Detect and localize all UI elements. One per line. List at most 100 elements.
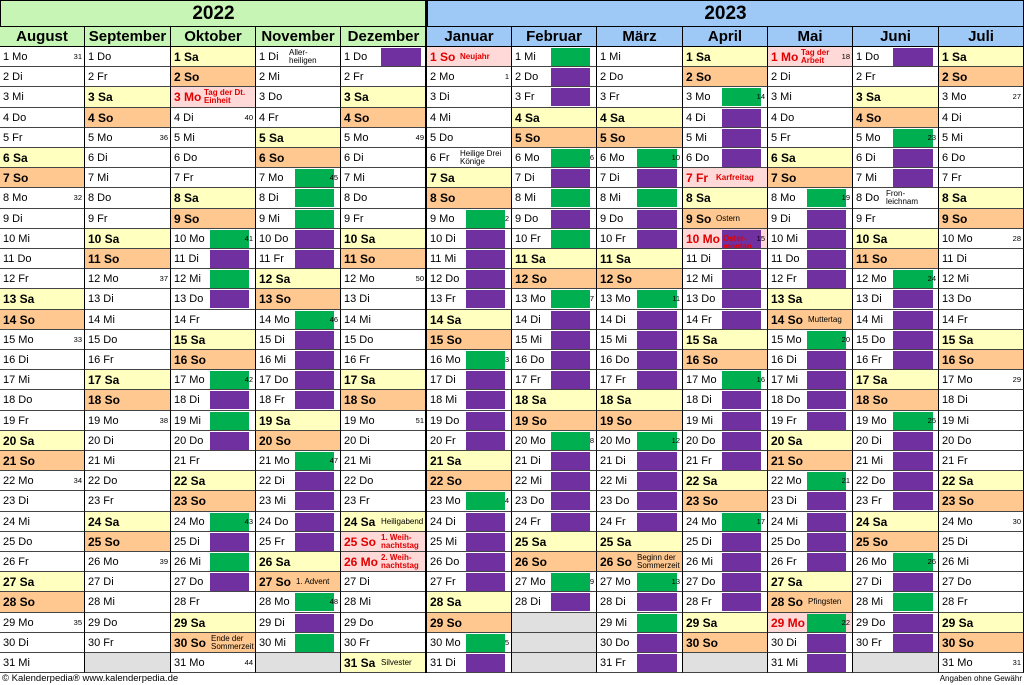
day-cell[interactable]: 17 Mo 29 xyxy=(939,370,1024,390)
day-cell[interactable]: 21 So xyxy=(768,451,853,471)
day-cell[interactable]: 22 So xyxy=(427,471,512,491)
day-cell[interactable]: 3 Fr xyxy=(597,87,683,108)
day-cell[interactable]: 6 So xyxy=(256,148,341,168)
day-cell[interactable]: 4 Sa xyxy=(597,108,683,128)
day-cell[interactable]: 1 Do xyxy=(85,47,171,67)
day-cell[interactable]: 4 Di 40 xyxy=(171,108,256,128)
day-cell[interactable]: 14 Fr xyxy=(939,310,1024,330)
day-cell[interactable]: 23 Di xyxy=(768,491,853,512)
day-cell[interactable]: 9 Do xyxy=(512,209,597,229)
day-cell[interactable]: 14 Fr xyxy=(683,310,768,330)
day-cell[interactable]: 2 Fr xyxy=(85,67,171,87)
day-cell[interactable]: 26 Mo 39 xyxy=(85,552,171,572)
day-cell[interactable]: 27 Mo 9 xyxy=(512,572,597,592)
day-cell[interactable]: 8 Sa xyxy=(939,188,1024,209)
day-cell[interactable]: 16 Fr xyxy=(85,350,171,370)
day-cell[interactable]: 9 So xyxy=(171,209,256,229)
day-cell[interactable]: 21 Fr xyxy=(683,451,768,471)
day-cell[interactable]: 14 Fr xyxy=(171,310,256,330)
day-cell[interactable]: 7 Fr xyxy=(939,168,1024,188)
day-cell[interactable]: 25 Do xyxy=(0,532,85,552)
day-cell[interactable]: 29 Do xyxy=(85,613,171,633)
day-cell[interactable]: 2 Mi xyxy=(256,67,341,87)
day-cell[interactable]: 17 Do xyxy=(256,370,341,390)
day-cell[interactable]: 15 So xyxy=(427,330,512,350)
day-cell[interactable]: 6 Mo 10 xyxy=(597,148,683,168)
day-cell[interactable]: 20 Mo 12 xyxy=(597,431,683,451)
day-cell[interactable]: 24 Fr xyxy=(597,512,683,532)
day-cell[interactable]: 1 Di Aller- heiligen xyxy=(256,47,341,67)
day-cell[interactable]: 8 Do xyxy=(85,188,171,209)
day-cell[interactable]: 22 Do xyxy=(85,471,171,491)
day-cell[interactable]: 7 Mi xyxy=(853,168,939,188)
day-cell[interactable]: 18 Mi xyxy=(427,390,512,411)
day-cell[interactable]: 21 Mo 47 xyxy=(256,451,341,471)
day-cell[interactable]: 15 Mi xyxy=(597,330,683,350)
day-cell[interactable]: 26 Fr xyxy=(768,552,853,572)
day-cell[interactable]: 22 Mi xyxy=(512,471,597,491)
day-cell[interactable]: 23 Fr xyxy=(85,491,171,512)
day-cell[interactable]: 4 Fr xyxy=(256,108,341,128)
day-cell[interactable]: 8 Mi xyxy=(597,188,683,209)
day-cell[interactable]: 30 So xyxy=(683,633,768,653)
day-cell[interactable]: 13 Fr xyxy=(427,289,512,310)
day-cell[interactable]: 11 Do xyxy=(768,249,853,269)
day-cell[interactable]: 31 Di xyxy=(427,653,512,673)
day-cell[interactable]: 31 Mi xyxy=(768,653,853,673)
day-cell[interactable]: 20 Sa xyxy=(0,431,85,451)
day-cell[interactable]: 13 Di xyxy=(85,289,171,310)
day-cell[interactable]: 10 Sa xyxy=(341,229,427,249)
day-cell[interactable]: 17 Sa xyxy=(85,370,171,390)
day-cell[interactable]: 24 Di xyxy=(427,512,512,532)
day-cell[interactable]: 2 So xyxy=(939,67,1024,87)
day-cell[interactable]: 4 Do xyxy=(768,108,853,128)
day-cell[interactable]: 12 Fr xyxy=(768,269,853,289)
day-cell[interactable]: 23 Fr xyxy=(853,491,939,512)
day-cell[interactable]: 15 Sa xyxy=(683,330,768,350)
day-cell[interactable]: 21 Mi xyxy=(853,451,939,471)
footer-copyright[interactable]: © Kalenderpedia® www.kalenderpedia.de xyxy=(2,673,179,684)
day-cell[interactable]: 26 Fr xyxy=(0,552,85,572)
day-cell[interactable]: 30 So Ende der Sommerzeit xyxy=(171,633,256,653)
day-cell[interactable]: 10 Di xyxy=(427,229,512,249)
day-cell[interactable]: 18 Do xyxy=(768,390,853,411)
day-cell[interactable]: 17 Mi xyxy=(768,370,853,390)
day-cell[interactable]: 6 Do xyxy=(683,148,768,168)
day-cell[interactable]: 12 Mi xyxy=(171,269,256,289)
day-cell[interactable]: 23 Do xyxy=(512,491,597,512)
day-cell[interactable]: 16 Di xyxy=(768,350,853,370)
day-cell[interactable]: 27 So 1. Advent xyxy=(256,572,341,592)
day-cell[interactable]: 16 So xyxy=(683,350,768,370)
day-cell[interactable]: 1 Sa xyxy=(171,47,256,67)
day-cell[interactable]: 15 Mo 33 xyxy=(0,330,85,350)
day-cell[interactable]: 24 Mo 43 xyxy=(171,512,256,532)
day-cell[interactable]: 27 Fr xyxy=(427,572,512,592)
day-cell[interactable]: 2 Do xyxy=(512,67,597,87)
day-cell[interactable]: 8 Mo 32 xyxy=(0,188,85,209)
day-cell[interactable]: 2 Fr xyxy=(341,67,427,87)
day-cell[interactable]: 20 Do xyxy=(939,431,1024,451)
day-cell[interactable]: 8 Mi xyxy=(512,188,597,209)
day-cell[interactable]: 5 Do xyxy=(427,128,512,148)
day-cell[interactable]: 28 Fr xyxy=(171,592,256,613)
day-cell[interactable]: 3 Mi xyxy=(768,87,853,108)
day-cell[interactable]: 19 Fr xyxy=(0,411,85,431)
day-cell[interactable]: 18 So xyxy=(85,390,171,411)
day-cell[interactable]: 11 Sa xyxy=(512,249,597,269)
day-cell[interactable]: 1 Do xyxy=(341,47,427,67)
day-cell[interactable]: 26 Do xyxy=(427,552,512,572)
day-cell[interactable]: 18 Di xyxy=(683,390,768,411)
day-cell[interactable]: 10 Sa xyxy=(85,229,171,249)
day-cell[interactable]: 9 Fr xyxy=(853,209,939,229)
day-cell[interactable]: 17 Mo 16 xyxy=(683,370,768,390)
day-cell[interactable]: 25 Do xyxy=(768,532,853,552)
day-cell[interactable]: 11 So xyxy=(85,249,171,269)
day-cell[interactable]: 11 So xyxy=(853,249,939,269)
day-cell[interactable]: 11 Sa xyxy=(597,249,683,269)
day-cell[interactable]: 25 Di xyxy=(683,532,768,552)
day-cell[interactable]: 1 Mi xyxy=(597,47,683,67)
day-cell[interactable]: 25 Di xyxy=(171,532,256,552)
day-cell[interactable]: 24 Mi xyxy=(768,512,853,532)
day-cell[interactable]: 28 Mi xyxy=(341,592,427,613)
day-cell[interactable]: 20 So xyxy=(256,431,341,451)
